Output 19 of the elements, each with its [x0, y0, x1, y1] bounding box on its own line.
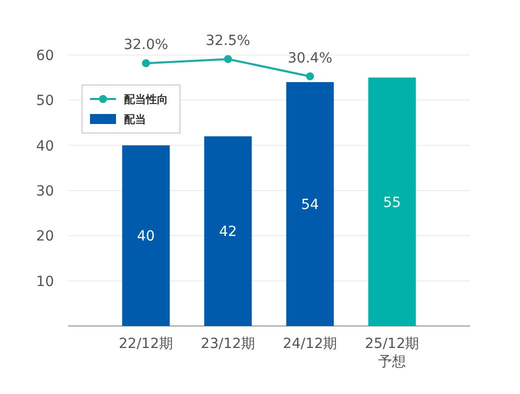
x-tick-label: 22/12期	[118, 336, 174, 352]
data-label: 42	[219, 224, 237, 240]
data-label: 40	[137, 228, 155, 245]
x-tick-label: 25/12期予想	[364, 336, 420, 370]
data-label: 54	[301, 197, 320, 214]
data-label: 32.0%	[124, 37, 168, 54]
y-tick-label: 40	[36, 138, 54, 154]
y-tick-label: 30	[36, 184, 54, 200]
data-label: 32.5%	[206, 33, 250, 50]
x-tick-label: 24/12期	[282, 336, 338, 352]
y-tick-label: 60	[36, 48, 54, 64]
legend-label: 配当性向	[124, 93, 168, 106]
y-tick-label: 10	[36, 274, 54, 290]
y-tick-label: 50	[36, 93, 54, 110]
y-tick-label: 20	[36, 228, 54, 245]
x-tick-label: 23/12期	[200, 336, 256, 352]
data-label: 55	[383, 194, 401, 211]
legend-label: 配当	[124, 113, 146, 126]
data-label: 30.4%	[288, 50, 332, 66]
